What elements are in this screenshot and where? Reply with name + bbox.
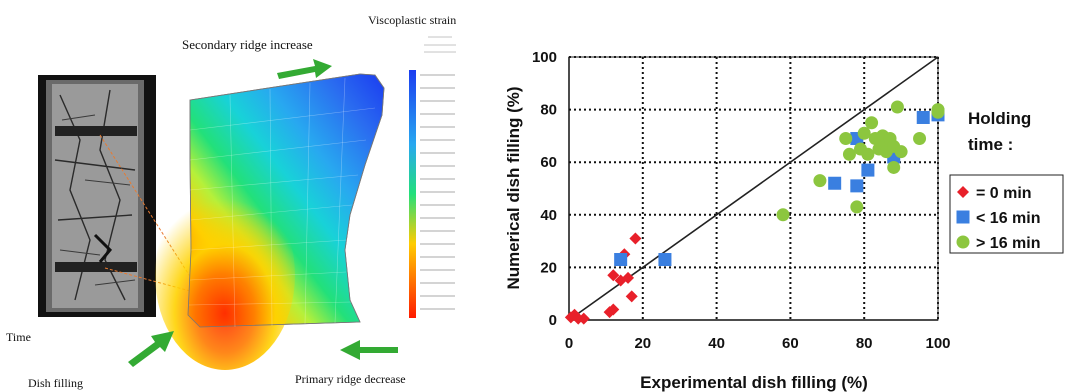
secondary-ridge-label: Secondary ridge increase [182, 37, 313, 52]
data-point-series-0 [607, 269, 620, 282]
data-point-series-2 [913, 132, 927, 146]
legend-title-line2: time : [968, 135, 1013, 154]
data-point-series-2 [857, 126, 871, 140]
x-tick-label: 40 [708, 335, 725, 352]
data-point-series-0 [577, 312, 590, 325]
data-point-series-2 [890, 100, 904, 114]
data-point-series-1 [916, 110, 930, 124]
y-tick-label: 100 [532, 49, 557, 66]
strain-title: Viscoplastic strain [368, 13, 456, 27]
y-tick-label: 80 [540, 102, 557, 119]
data-point-series-2 [861, 147, 875, 161]
y-tick-label: 60 [540, 154, 557, 171]
x-tick-label: 100 [925, 335, 950, 352]
x-tick-label: 80 [856, 335, 873, 352]
legend-marker-0 [957, 186, 969, 198]
data-point-series-2 [776, 208, 790, 222]
scatter-chart: 0 20 40 60 80 100 0 20 40 60 80 100 Experimental d… [504, 49, 951, 392]
chart-legend: Holding time : = 0 min < 16 min > 16 min [949, 109, 1064, 254]
data-point-series-2 [894, 145, 908, 159]
arrow-secondary-icon [277, 59, 332, 79]
y-tick-label: 0 [549, 312, 557, 329]
y-tick-label: 40 [540, 207, 557, 224]
data-point-series-2 [887, 160, 901, 174]
data-point-series-0 [625, 290, 638, 303]
x-axis-label: Experimental dish filling (%) [640, 373, 868, 392]
legend-marker-1 [956, 210, 970, 224]
data-point-series-2 [842, 147, 856, 161]
data-point-series-1 [614, 253, 628, 267]
data-point-series-2 [813, 174, 827, 188]
data-point-series-0 [607, 303, 620, 316]
legend-title-line1: Holding [968, 109, 1031, 128]
legend-label-1: < 16 min [976, 210, 1040, 227]
data-point-series-1 [658, 253, 672, 267]
data-point-series-1 [861, 163, 875, 177]
y-tick-label: 20 [540, 259, 557, 276]
data-point-series-2 [931, 105, 945, 119]
data-point-series-2 [839, 132, 853, 146]
chart-axes [568, 57, 938, 321]
legend-marker-2 [956, 235, 970, 249]
data-point-series-0 [622, 271, 635, 284]
data-points [564, 100, 945, 325]
data-point-series-1 [850, 179, 864, 193]
x-tick-labels: 0 20 40 60 80 100 [565, 335, 951, 352]
x-tick-label: 0 [565, 335, 573, 352]
x-tick-label: 20 [634, 335, 651, 352]
data-point-series-2 [865, 116, 879, 130]
primary-ridge-label: Primary ridge decrease [295, 372, 406, 386]
time-label: Time [6, 330, 31, 344]
data-point-series-1 [828, 176, 842, 190]
arrow-primary-icon [340, 340, 398, 360]
legend-label-0: = 0 min [976, 185, 1032, 202]
y-tick-labels: 0 20 40 60 80 100 [532, 49, 557, 329]
legend-label-2: > 16 min [976, 235, 1040, 252]
fem-model [155, 73, 385, 370]
strain-legend-bar [409, 36, 456, 318]
data-point-series-2 [850, 200, 864, 214]
arrow-dish-icon [128, 331, 174, 367]
dish-filling-label: Dish filling [28, 376, 83, 390]
data-point-series-0 [629, 232, 642, 245]
x-tick-label: 60 [782, 335, 799, 352]
y-axis-label: Numerical dish filling (%) [504, 86, 523, 289]
specimen-photo [38, 75, 206, 317]
